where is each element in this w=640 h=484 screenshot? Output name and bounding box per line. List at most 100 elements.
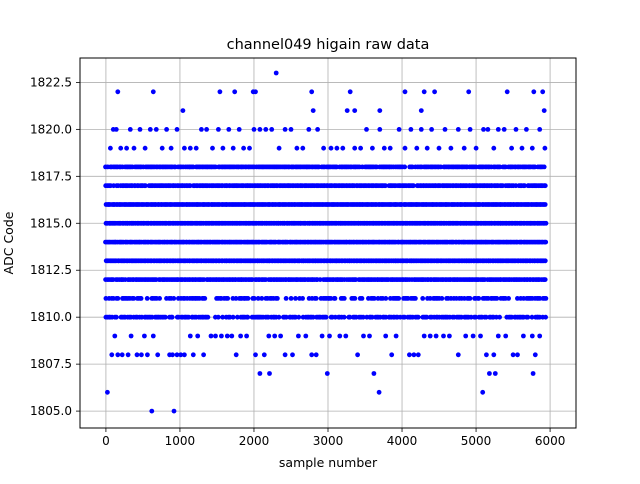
- data-point: [478, 333, 483, 339]
- data-point: [171, 296, 177, 301]
- data-point: [145, 352, 150, 358]
- data-point: [144, 296, 150, 301]
- data-point: [328, 296, 334, 301]
- data-point: [230, 145, 236, 151]
- data-point: [415, 352, 421, 358]
- data-point: [529, 333, 535, 339]
- data-point: [361, 333, 366, 339]
- data-point: [414, 145, 420, 151]
- data-point: [542, 183, 548, 189]
- data-point: [484, 352, 489, 358]
- data-point: [473, 314, 479, 320]
- data-point: [257, 126, 263, 132]
- data-point: [383, 183, 388, 189]
- data-point: [529, 145, 535, 151]
- data-point: [114, 314, 119, 320]
- data-point: [524, 126, 529, 132]
- data-point: [219, 333, 224, 339]
- data-point: [319, 333, 325, 339]
- data-point: [537, 126, 543, 132]
- data-point: [182, 145, 187, 151]
- data-point: [510, 352, 516, 358]
- data-point: [147, 126, 153, 132]
- data-point: [245, 296, 251, 301]
- data-point: [328, 145, 334, 151]
- data-point: [119, 352, 125, 358]
- data-point: [153, 126, 159, 132]
- y-tick-label: 1805.0: [30, 404, 72, 418]
- data-point: [115, 296, 121, 301]
- data-point: [432, 89, 437, 95]
- data-point: [309, 89, 315, 95]
- data-point: [174, 352, 180, 358]
- data-point: [352, 108, 358, 113]
- data-point: [324, 371, 330, 376]
- data-point: [190, 352, 196, 358]
- data-point: [347, 314, 353, 320]
- data-point: [455, 126, 461, 132]
- data-point: [344, 108, 350, 113]
- data-point: [483, 314, 489, 320]
- data-point: [367, 333, 372, 339]
- data-point: [402, 164, 408, 170]
- data-point: [306, 126, 312, 132]
- data-point: [143, 183, 148, 189]
- data-point: [300, 145, 306, 151]
- data-point: [186, 314, 192, 320]
- data-point: [294, 145, 300, 151]
- data-point: [515, 296, 520, 301]
- data-point: [543, 239, 549, 245]
- data-point: [293, 296, 298, 301]
- data-point: [424, 314, 430, 320]
- y-tick-label: 1812.5: [30, 263, 72, 277]
- data-point: [282, 126, 288, 132]
- data-point: [232, 89, 238, 95]
- data-point: [543, 314, 548, 320]
- data-point: [272, 333, 278, 339]
- data-point: [537, 296, 543, 301]
- data-point: [267, 371, 272, 376]
- data-point: [420, 296, 426, 301]
- y-axis-ticks: 1805.0 1807.5 1810.0 1812.5 1815.0 1817.5 1820…: [30, 75, 80, 418]
- data-point: [470, 333, 476, 339]
- data-point: [418, 108, 424, 113]
- data-point: [364, 126, 369, 132]
- data-point: [532, 352, 538, 358]
- data-point: [531, 89, 537, 95]
- data-point: [461, 145, 467, 151]
- data-point: [182, 352, 187, 358]
- data-point: [290, 352, 295, 358]
- data-point: [255, 296, 261, 301]
- data-point: [506, 296, 511, 301]
- data-point: [421, 333, 427, 339]
- data-point: [247, 145, 252, 151]
- data-point: [433, 333, 439, 339]
- data-point: [142, 333, 147, 339]
- data-point: [244, 333, 250, 339]
- data-point: [105, 389, 110, 395]
- data-point: [115, 89, 121, 95]
- data-point: [137, 126, 143, 132]
- data-point: [150, 89, 156, 95]
- data-point: [178, 352, 184, 358]
- data-point: [347, 89, 353, 95]
- data-point: [230, 314, 236, 320]
- data-point: [150, 333, 156, 339]
- data-point: [253, 352, 258, 358]
- data-point: [352, 145, 358, 151]
- data-point: [358, 145, 363, 151]
- data-point: [187, 145, 193, 151]
- data-point: [411, 352, 417, 358]
- data-point: [521, 333, 526, 339]
- data-point: [360, 314, 366, 320]
- data-point: [427, 333, 433, 339]
- x-tick-label: 2000: [239, 434, 270, 448]
- data-point: [155, 352, 161, 358]
- data-point: [128, 333, 134, 339]
- data-point: [504, 89, 510, 95]
- data-point: [427, 296, 433, 301]
- x-tick-label: 6000: [535, 434, 566, 448]
- data-point: [108, 145, 113, 151]
- data-point: [187, 333, 193, 339]
